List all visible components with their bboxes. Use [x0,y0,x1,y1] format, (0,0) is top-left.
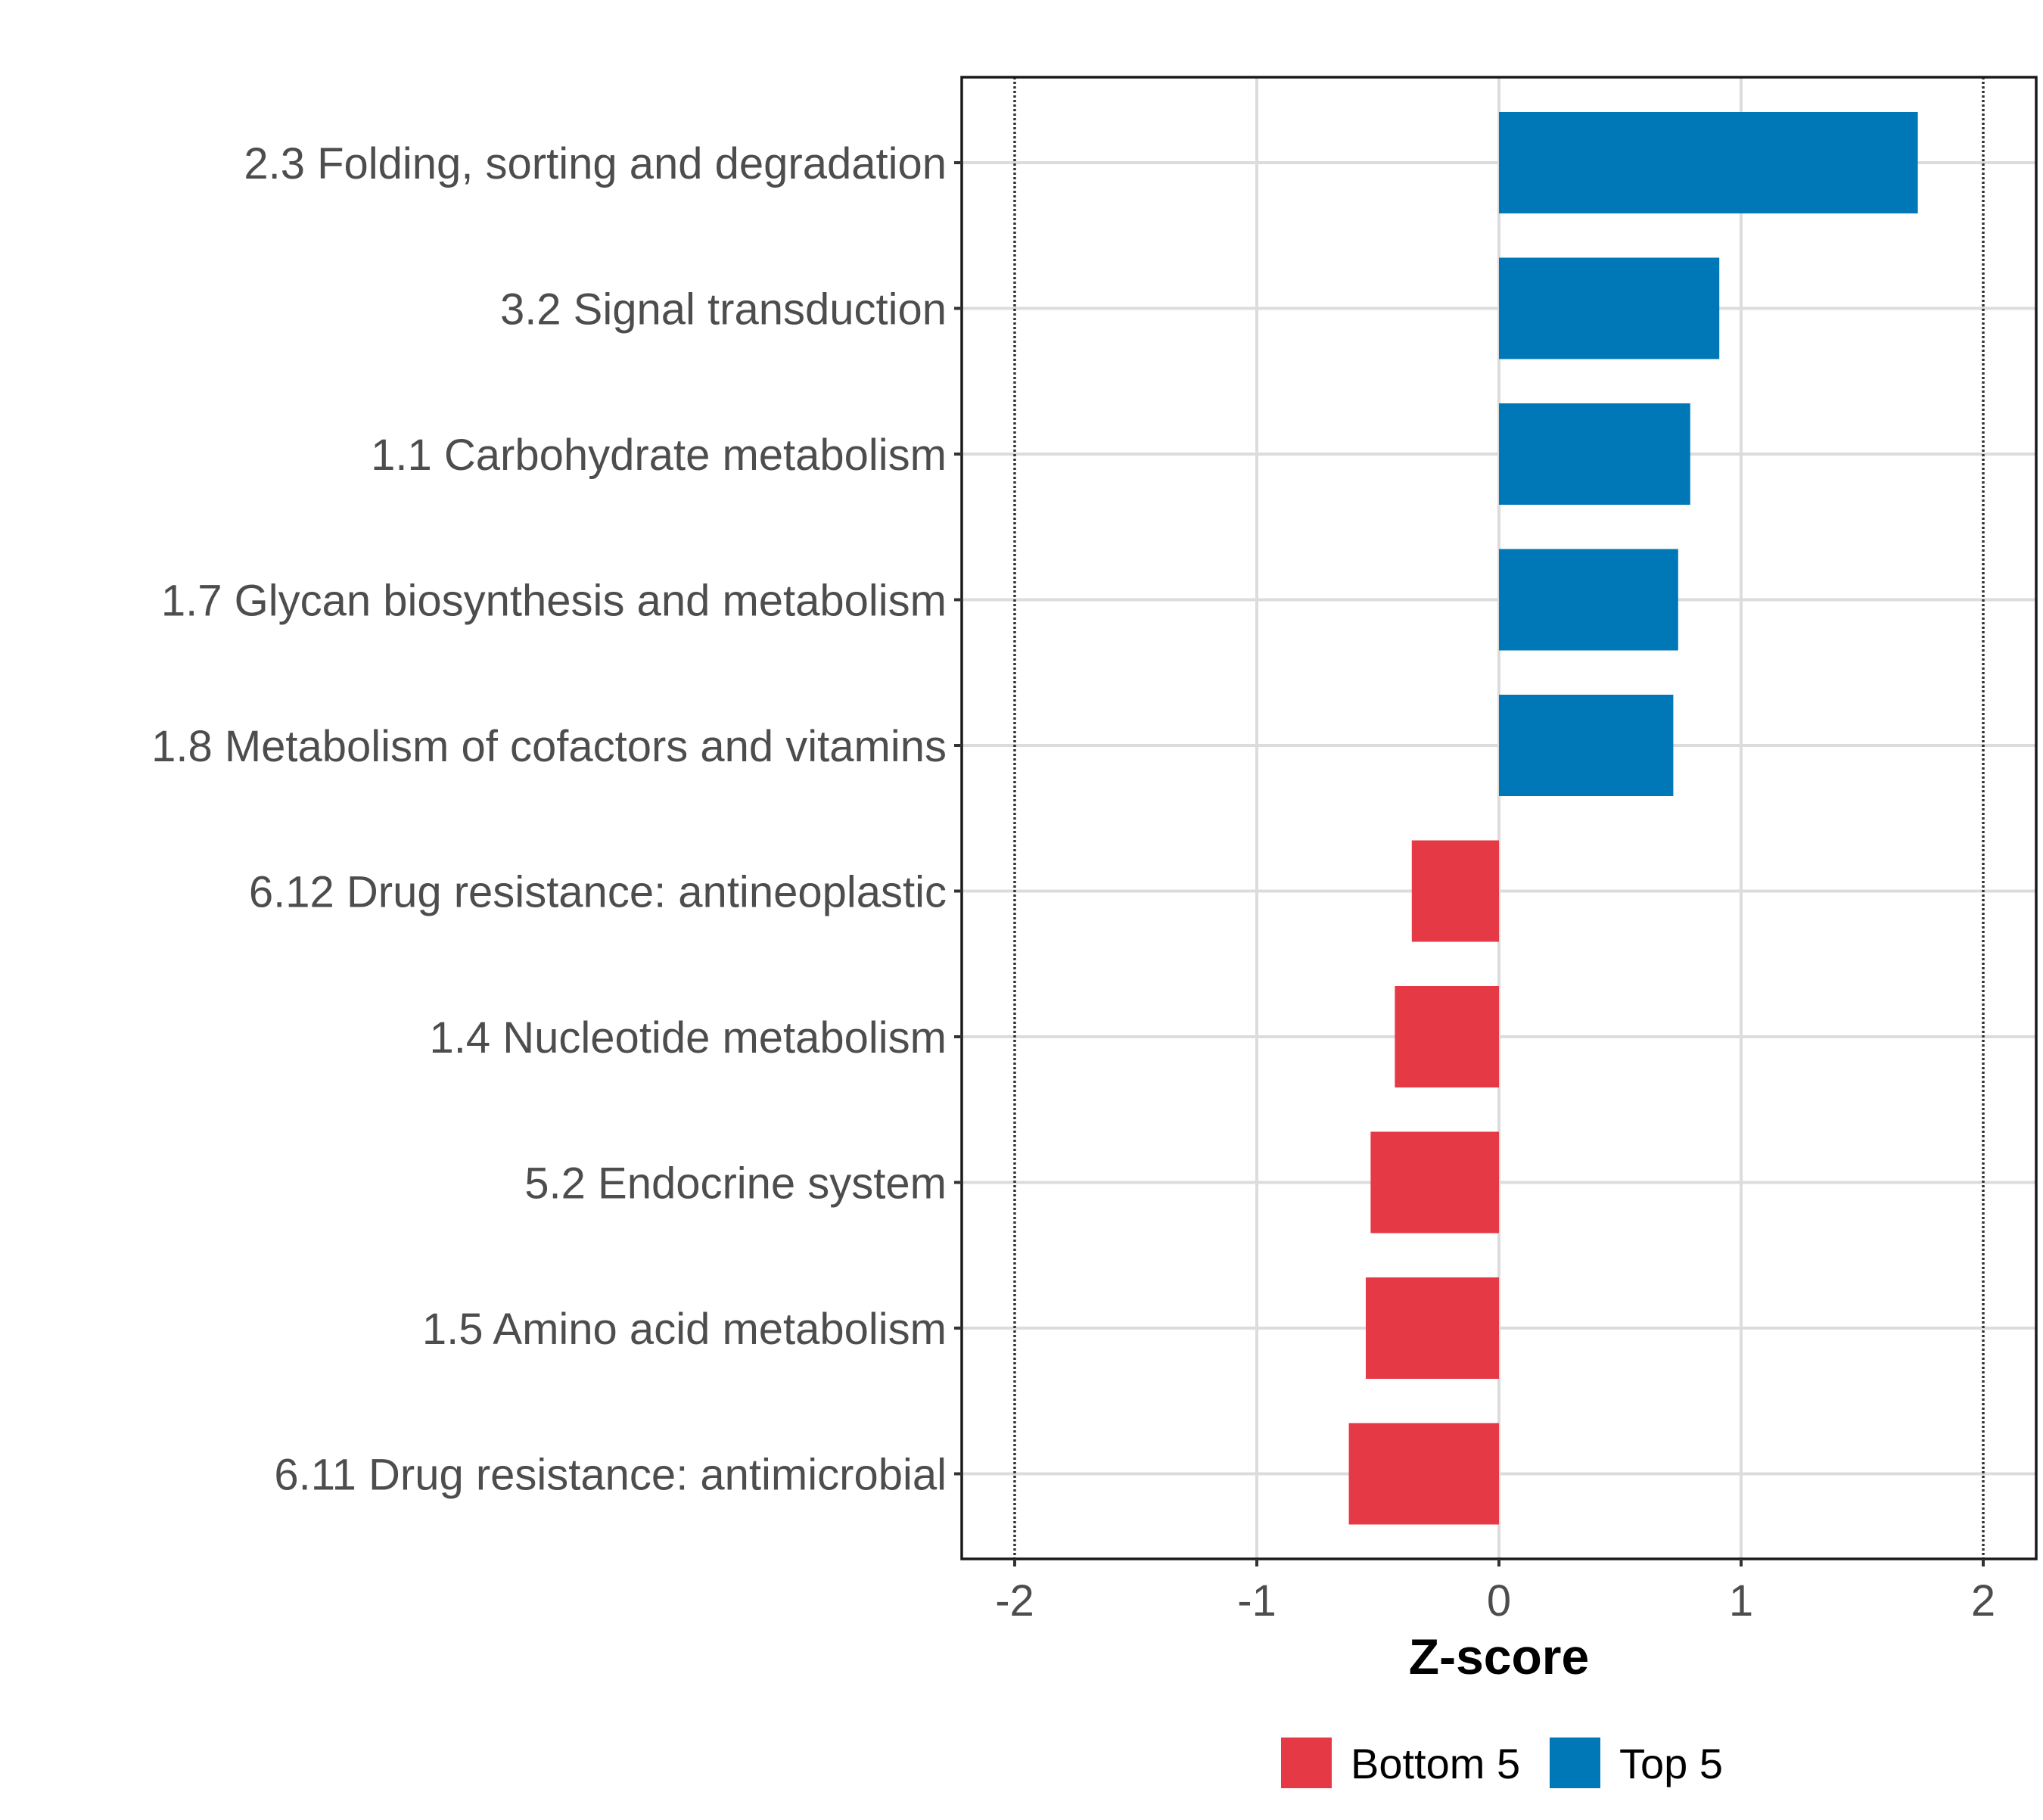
bar [1499,549,1678,651]
reference-lines [1013,77,1985,1559]
x-tick-label: -1 [1237,1576,1276,1626]
legend: Bottom 5 Top 5 [1281,1738,1723,1788]
y-tick-label: 1.4 Nucleotide metabolism [430,1013,947,1062]
x-axis: -2 -1 0 1 2 [995,1559,1995,1626]
x-tick-label: 1 [1729,1576,1753,1626]
x-tick-label: -2 [995,1576,1034,1626]
bar [1499,403,1690,505]
y-tick-label: 1.7 Glycan biosynthesis and metabolism [161,577,947,626]
y-tick-label: 6.12 Drug resistance: antineoplastic [249,868,947,917]
bar [1395,986,1499,1087]
bar [1499,112,1918,213]
y-tick-label: 5.2 Endocrine system [524,1159,947,1209]
x-tick-label: 2 [1971,1576,1995,1626]
y-tick-label: 2.3 Folding, sorting and degradation [244,139,947,188]
bar [1499,695,1674,796]
bar [1348,1423,1499,1525]
y-tick-label: 1.8 Metabolism of cofactors and vitamins [151,722,947,771]
y-tick-label: 6.11 Drug resistance: antimicrobial [274,1451,947,1500]
legend-label: Bottom 5 [1351,1740,1520,1787]
bar [1499,257,1720,359]
bars [1348,112,1918,1525]
legend-swatch [1550,1738,1600,1788]
bar [1370,1131,1499,1234]
legend-swatch [1281,1738,1332,1788]
bar [1411,840,1499,942]
x-tick-label: 0 [1487,1576,1511,1626]
bar [1366,1277,1499,1379]
y-tick-label: 1.1 Carbohydrate metabolism [371,431,947,480]
y-axis: 2.3 Folding, sorting and degradation 3.2 … [151,139,962,1500]
y-tick-label: 1.5 Amino acid metabolism [422,1305,947,1354]
x-axis-title: Z-score [1409,1629,1589,1685]
legend-label: Top 5 [1619,1740,1723,1787]
y-tick-label: 3.2 Signal transduction [500,285,947,334]
